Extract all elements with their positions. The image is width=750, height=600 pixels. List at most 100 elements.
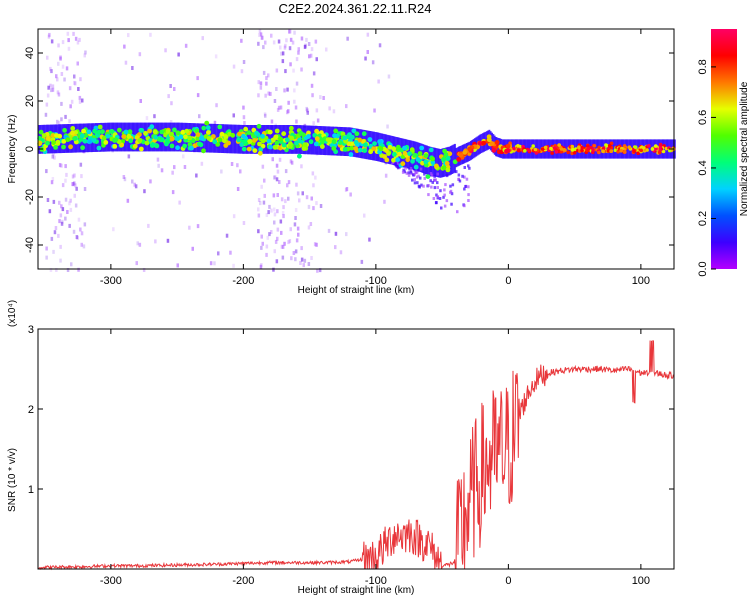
spectrogram-noise-point xyxy=(467,193,470,197)
spectrogram-core-point xyxy=(217,124,223,130)
chart-title: C2E2.2024.361.22.11.R24 xyxy=(279,1,432,16)
spectrogram-noise-point xyxy=(260,245,263,250)
spectrogram-noise-point xyxy=(145,116,149,121)
spectrogram-noise-point xyxy=(296,226,300,231)
spectrogram-band xyxy=(307,125,309,155)
spectrogram-core-point xyxy=(543,145,548,150)
spectrogram-core-point xyxy=(559,147,564,151)
spectrogram-noise-point xyxy=(402,168,405,172)
spectrogram-core-point xyxy=(91,137,97,143)
spectrogram-noise-point xyxy=(294,105,298,110)
spectrogram-core-point xyxy=(175,145,181,151)
spectrogram-core-point xyxy=(633,145,638,149)
spectrogram-noise-point xyxy=(268,204,271,209)
spectrogram-noise-point xyxy=(412,173,415,177)
spectrogram-noise-point xyxy=(60,117,63,122)
spectrogram-noise-point xyxy=(59,258,62,263)
spectrogram-noise-point xyxy=(56,90,60,95)
spectrogram-noise-point xyxy=(258,29,262,34)
spectrogram-noise-point xyxy=(123,44,126,49)
spectrogram-noise-point xyxy=(59,55,62,60)
spectrogram-noise-point xyxy=(49,83,52,88)
spectrogram-band xyxy=(227,124,230,154)
spectrogram-noise-point xyxy=(346,36,349,41)
spectrogram-noise-point xyxy=(191,246,194,251)
spectrogram-core-point xyxy=(284,137,290,143)
spectrogram-core-point xyxy=(606,149,611,153)
spectrogram-core-point xyxy=(597,145,601,150)
spectrogram-core-point xyxy=(402,145,407,151)
spectrogram-noise-point xyxy=(169,84,172,88)
spectrogram-noise-point xyxy=(413,168,416,172)
spectrogram-noise-point xyxy=(149,32,152,37)
spectrogram-noise-point xyxy=(50,88,53,93)
colorbar-tick-label: 0.8 xyxy=(697,59,709,74)
snr-background xyxy=(38,329,674,569)
spectrogram-core-point xyxy=(289,135,294,141)
spectrogram-band xyxy=(232,124,235,154)
spectrogram-band xyxy=(313,125,316,155)
spectrogram-noise-point xyxy=(164,48,167,53)
spectrogram-core-point xyxy=(361,131,367,137)
spectrogram-noise-point xyxy=(48,209,52,214)
spectrogram-core-point xyxy=(442,148,447,154)
spectrogram-noise-point xyxy=(414,171,418,175)
spectrogram-noise-point xyxy=(75,235,79,239)
spectrogram-core-point xyxy=(206,136,212,141)
spectrogram-core-point xyxy=(452,159,458,165)
spectrogram-band xyxy=(436,148,439,178)
spectrogram-noise-point xyxy=(270,33,273,38)
spectrogram-core-point xyxy=(658,147,662,152)
spectrogram-core-point xyxy=(378,146,384,152)
spectrogram-noise-point xyxy=(136,241,139,246)
spectrogram-core-point xyxy=(242,139,247,144)
spectrogram-core-point xyxy=(68,144,73,150)
spectrogram-noise-point xyxy=(457,178,460,181)
spectrogram-noise-point xyxy=(182,154,185,159)
spectrogram-noise-point xyxy=(79,227,82,232)
spectrogram-noise-point xyxy=(435,193,438,197)
spectrogram-noise-point xyxy=(60,163,63,168)
x-tick-label: 0 xyxy=(505,575,511,587)
spectrogram-noise-point xyxy=(287,180,291,185)
spectrogram-noise-point xyxy=(83,222,87,227)
y-tick-label: 2 xyxy=(28,404,34,416)
spectrogram-core-point xyxy=(206,130,211,136)
spectrogram-noise-point xyxy=(467,185,470,189)
spectrogram-core-point xyxy=(274,140,280,146)
spectrogram-noise-point xyxy=(65,66,69,71)
spectrogram-core-point xyxy=(534,151,539,155)
spectrogram-noise-point xyxy=(292,251,296,255)
spectrogram-noise-point xyxy=(220,169,223,174)
spectrogram-noise-point xyxy=(83,53,86,58)
spectrogram-noise-point xyxy=(209,261,213,266)
spectrogram-core-point xyxy=(54,133,59,138)
spectrogram-noise-point xyxy=(65,172,68,177)
spectrogram-noise-point xyxy=(66,210,69,214)
spectrogram-noise-point xyxy=(73,173,76,178)
spectrogram-core-point xyxy=(187,135,193,141)
spectrogram-core-point xyxy=(430,156,435,162)
spectrogram-noise-point xyxy=(153,114,156,119)
spectrogram-core-point xyxy=(481,140,487,146)
spectrogram-noise-point xyxy=(401,170,405,174)
spectrogram-band xyxy=(439,149,442,178)
spectrogram-noise-point xyxy=(55,268,58,272)
spectrogram-band xyxy=(456,147,459,167)
spectrogram-noise-point xyxy=(122,175,126,179)
spectrogram-noise-point xyxy=(345,104,348,109)
spectrogram-core-point xyxy=(342,147,348,152)
spectrogram-core-point xyxy=(175,130,181,136)
spectrogram-noise-point xyxy=(313,242,317,247)
spectrogram-noise-point xyxy=(300,246,303,251)
spectrogram-noise-point xyxy=(52,151,55,156)
spectrogram-band xyxy=(312,125,315,155)
spectrogram-noise-point xyxy=(274,239,278,244)
spectrogram-noise-point xyxy=(464,185,467,188)
spectrogram-noise-point xyxy=(46,55,49,60)
spectrogram-core-point xyxy=(367,137,373,142)
spectrogram-noise-point xyxy=(149,179,152,184)
spectrogram-noise-point xyxy=(273,175,276,180)
spectrogram-noise-point xyxy=(82,244,86,249)
